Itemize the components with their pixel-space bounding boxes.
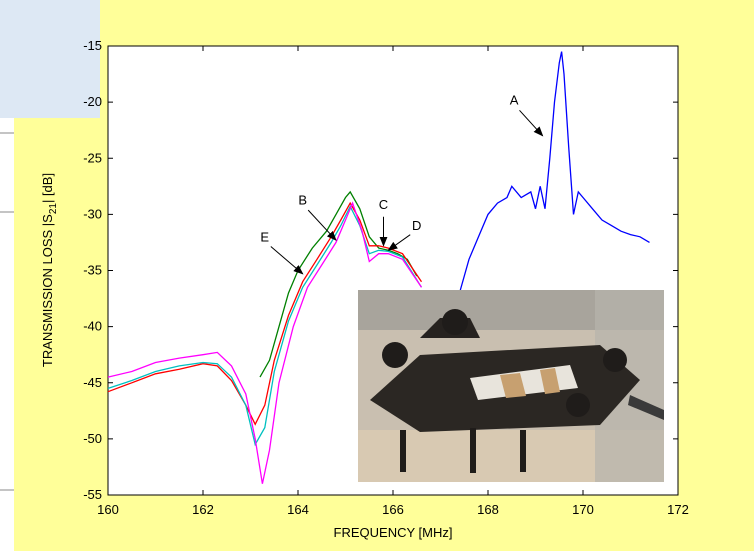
inset-photo (358, 290, 664, 482)
series-line-4 (107, 205, 423, 447)
x-tick-label: 168 (477, 502, 499, 517)
x-axis-label: FREQUENCY [MHz] (334, 525, 453, 540)
y-tick-label: -25 (83, 150, 102, 165)
series-layer (107, 51, 650, 484)
annotation-label-e: E (260, 229, 269, 244)
x-tick-label: 166 (382, 502, 404, 517)
x-tick-label: 164 (287, 502, 309, 517)
y-axis-label-suffix: | [dB] (40, 173, 55, 203)
y-tick-label: -15 (83, 38, 102, 53)
y-axis-label-subscript: 21 (48, 203, 59, 215)
annotation-arrow-d (387, 234, 411, 251)
annotation-label-c: C (379, 197, 388, 212)
x-tick-label: 170 (572, 502, 594, 517)
annotation-label-a: A (510, 92, 519, 107)
annotation-arrow-e (270, 246, 304, 275)
series-line-5 (107, 201, 423, 484)
series-line-3 (107, 201, 423, 426)
y-axis-label-main: TRANSMISSION LOSS |S (40, 214, 55, 367)
y-tick-label: -50 (83, 431, 102, 446)
annotation-label-b: B (298, 192, 307, 207)
axes-layer: 160 162 164 166 168 170 172 -15 -20 -25 -30 -35 -40 -… (83, 38, 689, 517)
y-tick-label: -30 (83, 206, 102, 221)
series-line-2 (259, 190, 418, 378)
annotation-label-d: D (412, 218, 421, 233)
y-tick-label: -35 (83, 263, 102, 278)
annotation-arrow-b (307, 209, 337, 241)
y-tick-label: -45 (83, 375, 102, 390)
y-tick-label: -55 (83, 487, 102, 502)
annotation-arrow-a (519, 109, 544, 137)
y-tick-label: -40 (83, 319, 102, 334)
series-line-1 (458, 51, 650, 294)
y-axis-label: TRANSMISSION LOSS |S21| [dB] (40, 173, 59, 367)
x-tick-label: 160 (97, 502, 119, 517)
x-tick-label: 172 (667, 502, 689, 517)
x-tick-label: 162 (192, 502, 214, 517)
annotation-layer: A B C D E (260, 92, 544, 275)
slide-corner-panel (0, 0, 100, 118)
y-tick-label: -20 (83, 94, 102, 109)
